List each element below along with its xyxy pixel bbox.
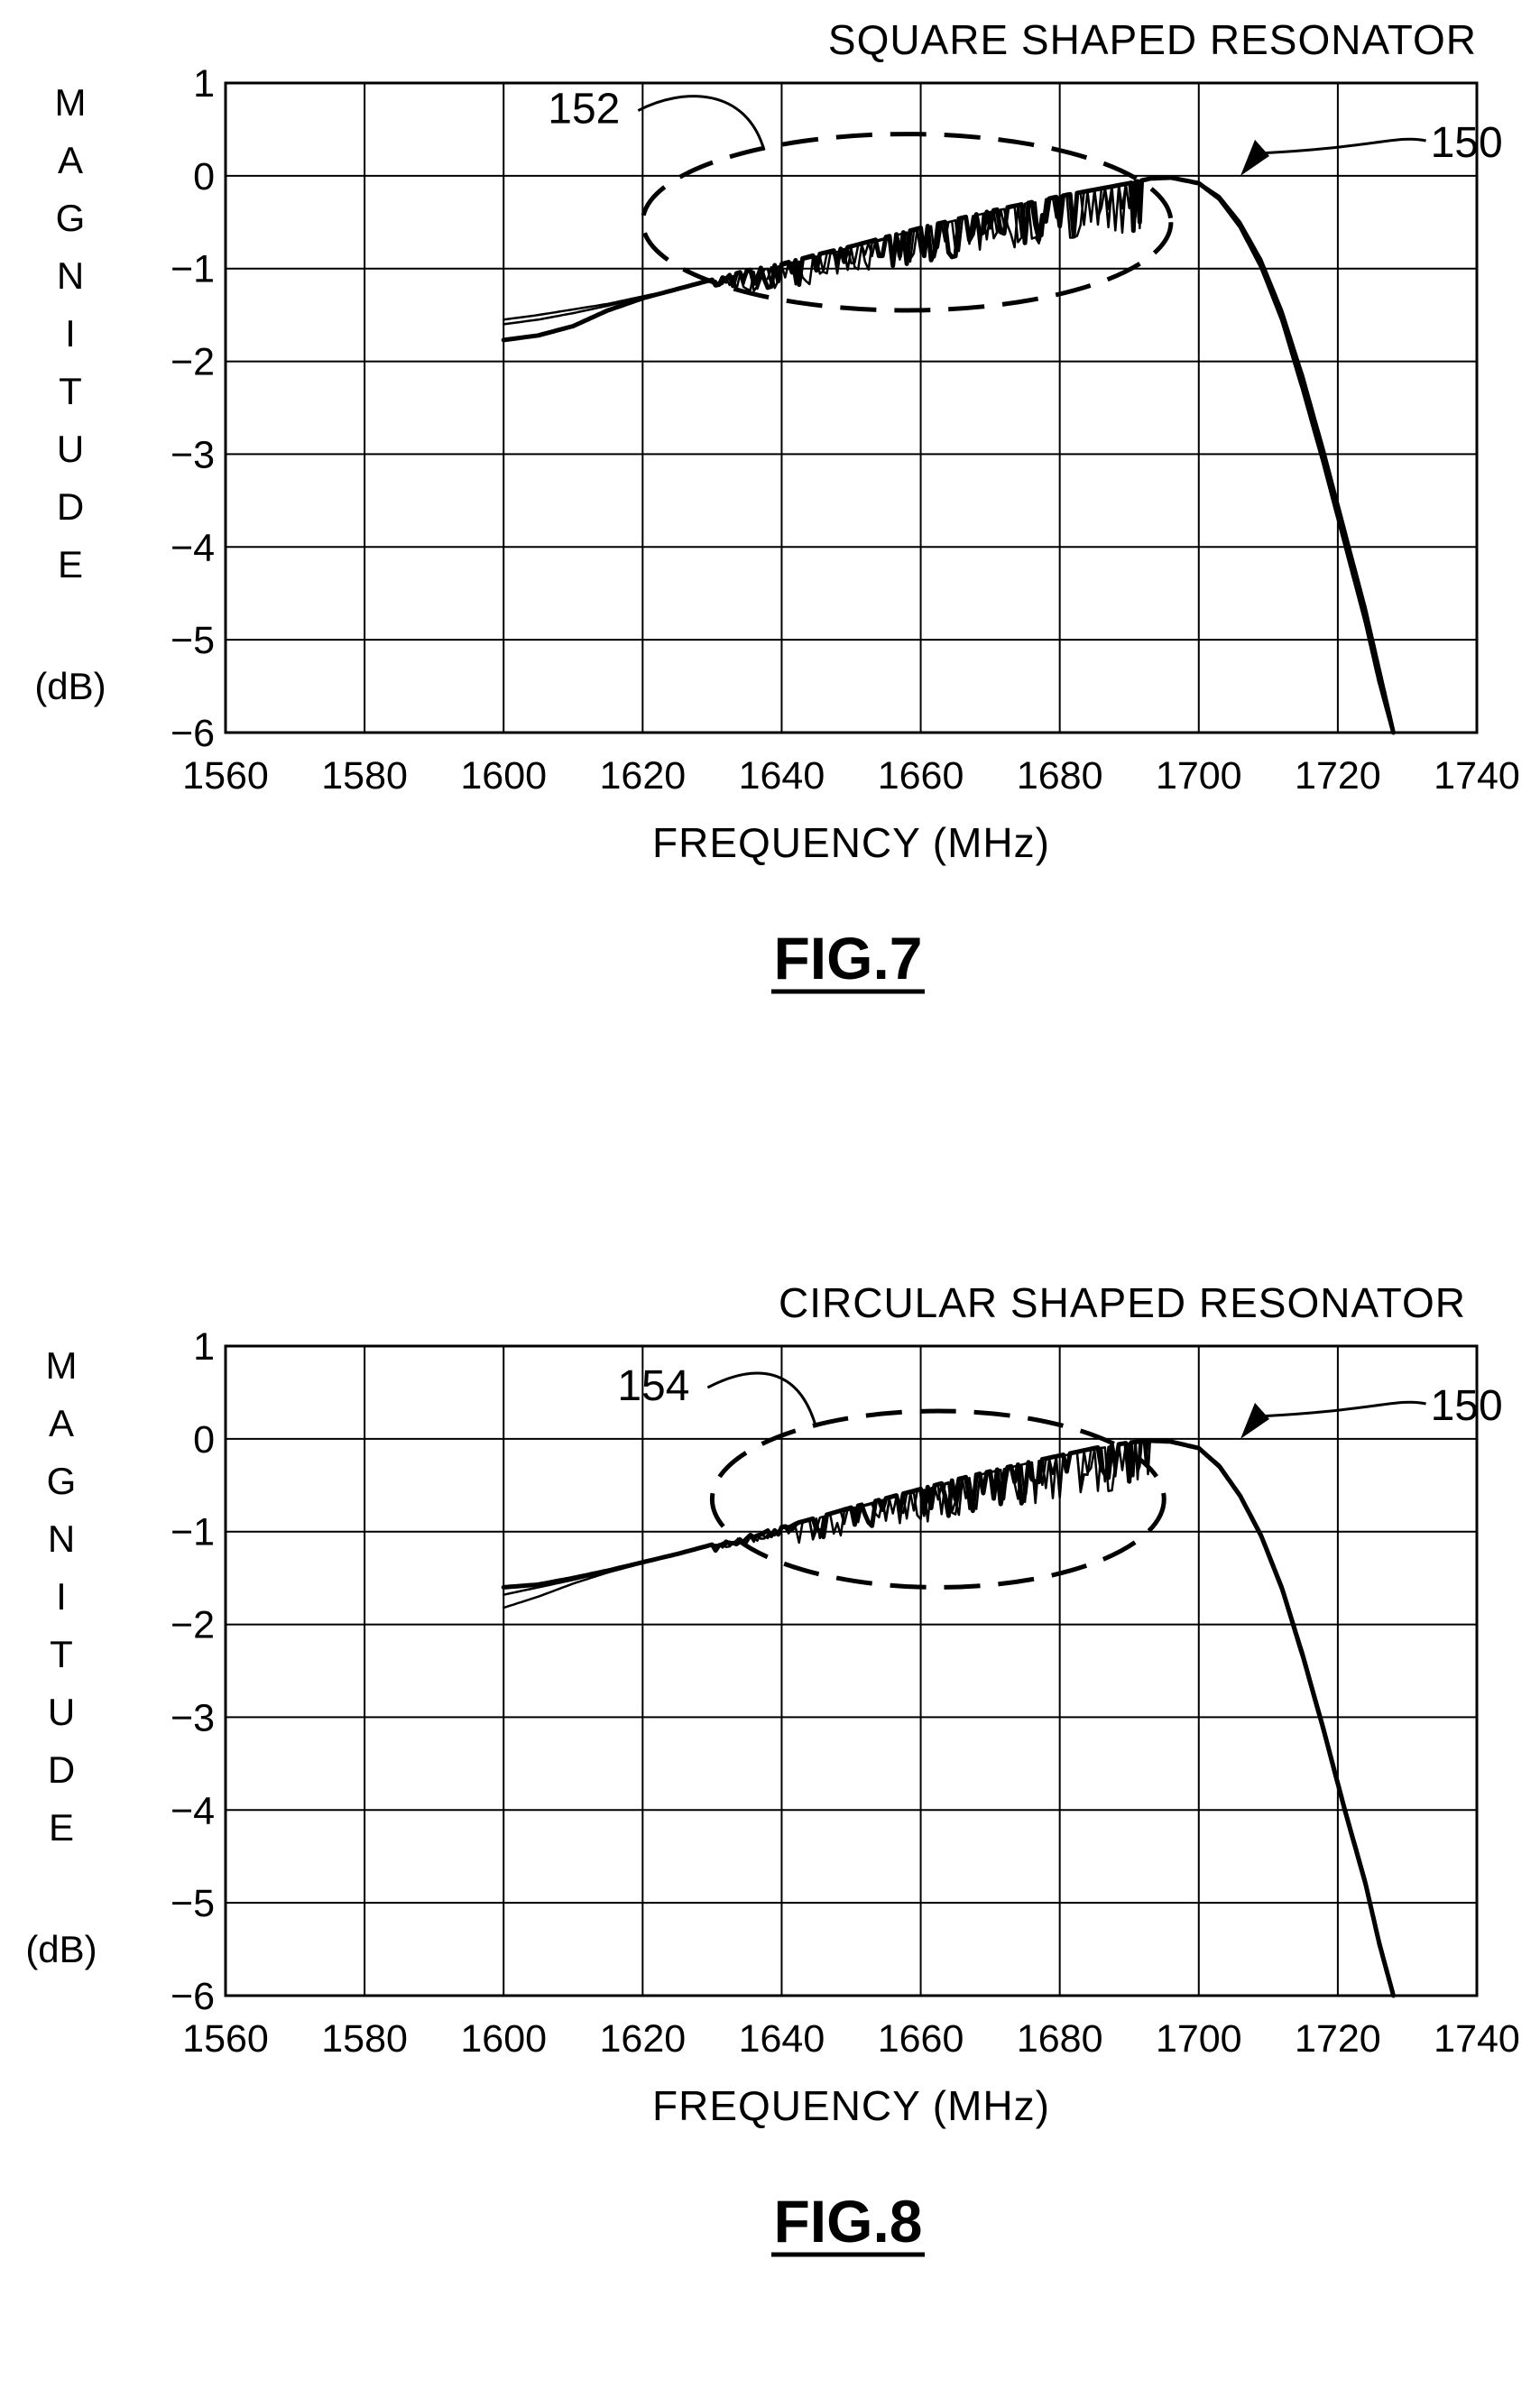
series-line-3: [502, 176, 1395, 733]
y-tick-label: −4: [171, 526, 215, 569]
y-tick-label: 1: [193, 62, 215, 106]
leader-line-region: [637, 95, 766, 151]
x-tick-label: 1680: [1017, 2017, 1103, 2061]
y-tick-label: 0: [193, 1418, 215, 1462]
gridlines: [225, 1345, 1478, 1997]
y-axis-title-letter: A: [58, 139, 83, 181]
ripple-region-ellipse: [709, 1408, 1167, 1590]
y-tick-label: −4: [171, 1789, 215, 1832]
series-line-1: [501, 1438, 1396, 1998]
y-axis-title-letter: M: [55, 81, 87, 124]
y-axis-title-letter: G: [56, 197, 86, 239]
y-axis-title-letter: D: [57, 485, 84, 528]
y-tick-label: 0: [193, 155, 215, 198]
plot-frame: [224, 1344, 1479, 1997]
x-tick-label: 1620: [599, 754, 686, 798]
y-axis-title-letter: I: [65, 312, 76, 355]
x-axis-title: FREQUENCY (MHz): [652, 2082, 1050, 2129]
x-tick-label: 1580: [321, 2017, 408, 2061]
y-axis-title-letter: U: [57, 428, 84, 470]
y-axis-title-letter: D: [48, 1748, 75, 1791]
series-line-3: [502, 1439, 1395, 1996]
leader-line-curve: [1258, 137, 1426, 155]
leader-line-curve: [1258, 1400, 1426, 1418]
y-axis-title-letter: U: [48, 1691, 75, 1733]
x-tick-label: 1640: [739, 754, 825, 798]
y-axis-title-letter: N: [57, 254, 84, 297]
plot-frame: [224, 81, 1479, 734]
figure-caption: FIG.8: [773, 2188, 922, 2255]
arrowhead-icon: [1240, 139, 1270, 176]
x-tick-label: 1700: [1156, 754, 1242, 798]
chart-fig-7: SQUARE SHAPED RESONATOR 1 0 −1 −2 −3 −4 −5 −6156…: [34, 16, 1520, 994]
x-tick-label: 1600: [460, 2017, 547, 2061]
chart-title: CIRCULAR SHAPED RESONATOR: [779, 1279, 1466, 1326]
y-axis-title-letter: I: [56, 1575, 67, 1618]
x-tick-label: 1720: [1295, 2017, 1381, 2061]
ripple-region-ellipse: [640, 132, 1174, 313]
y-tick-label: 1: [193, 1325, 215, 1369]
x-tick-label: 1560: [182, 754, 269, 798]
y-axis-unit: (dB): [34, 665, 106, 707]
x-tick-label: 1580: [321, 754, 408, 798]
ref-label-curve: 150: [1431, 1382, 1503, 1430]
y-tick-label: −5: [171, 1882, 215, 1925]
y-axis-title-letter: E: [49, 1806, 74, 1849]
y-tick-label: −2: [171, 341, 215, 384]
chart-fig-8: CIRCULAR SHAPED RESONATOR10−1−2−3−4−5−61…: [25, 1279, 1520, 2257]
x-tick-label: 1680: [1017, 754, 1103, 798]
x-tick-label: 1740: [1434, 2017, 1520, 2061]
y-axis-title-letter: G: [47, 1460, 77, 1502]
ref-label-curve: 150: [1431, 119, 1503, 167]
x-tick-label: 1640: [739, 2017, 825, 2061]
x-tick-label: 1660: [878, 754, 964, 798]
arrowhead-icon: [1240, 1402, 1270, 1439]
y-axis-title-letter: T: [59, 370, 82, 412]
x-tick-label: 1700: [1156, 2017, 1242, 2061]
figure-caption: FIG.7: [773, 925, 922, 991]
ref-label-region: 154: [617, 1362, 689, 1410]
x-tick-label: 1620: [599, 2017, 686, 2061]
x-tick-label: 1600: [460, 754, 547, 798]
ref-label-region: 152: [548, 86, 620, 134]
y-tick-label: −6: [171, 712, 215, 755]
y-axis-unit: (dB): [25, 1928, 97, 1970]
y-tick-label: −5: [171, 619, 215, 662]
y-axis-title-letter: N: [48, 1517, 75, 1560]
chart-title: SQUARE SHAPED RESONATOR: [828, 16, 1477, 63]
y-tick-label: −2: [171, 1604, 215, 1647]
leader-line-region: [706, 1371, 818, 1428]
y-axis-title-letter: M: [46, 1344, 78, 1387]
figure-7: SQUARE SHAPED RESONATOR 1 0 −1 −2 −3 −4 −5 −6 156…: [0, 0, 1540, 1135]
y-tick-label: −6: [171, 1975, 215, 2018]
x-tick-label: 1660: [878, 2017, 964, 2061]
x-tick-label: 1740: [1434, 754, 1520, 798]
y-axis-title-letter: A: [49, 1402, 74, 1444]
figure-8: CIRCULAR SHAPED RESONATOR 1 0 −1 −2 −3 −4 −5 −6 1…: [0, 1263, 1540, 2398]
x-tick-label: 1560: [182, 2017, 269, 2061]
y-axis-title-letter: E: [58, 543, 83, 586]
y-tick-label: −1: [171, 1511, 215, 1554]
series-line-2: [502, 1439, 1395, 1994]
gridlines: [225, 82, 1478, 733]
y-axis-title-letter: T: [50, 1633, 73, 1675]
y-tick-label: −3: [171, 433, 215, 476]
y-tick-label: −1: [171, 248, 215, 291]
x-tick-label: 1720: [1295, 754, 1381, 798]
x-axis-title: FREQUENCY (MHz): [652, 819, 1050, 866]
y-tick-label: −3: [171, 1696, 215, 1739]
